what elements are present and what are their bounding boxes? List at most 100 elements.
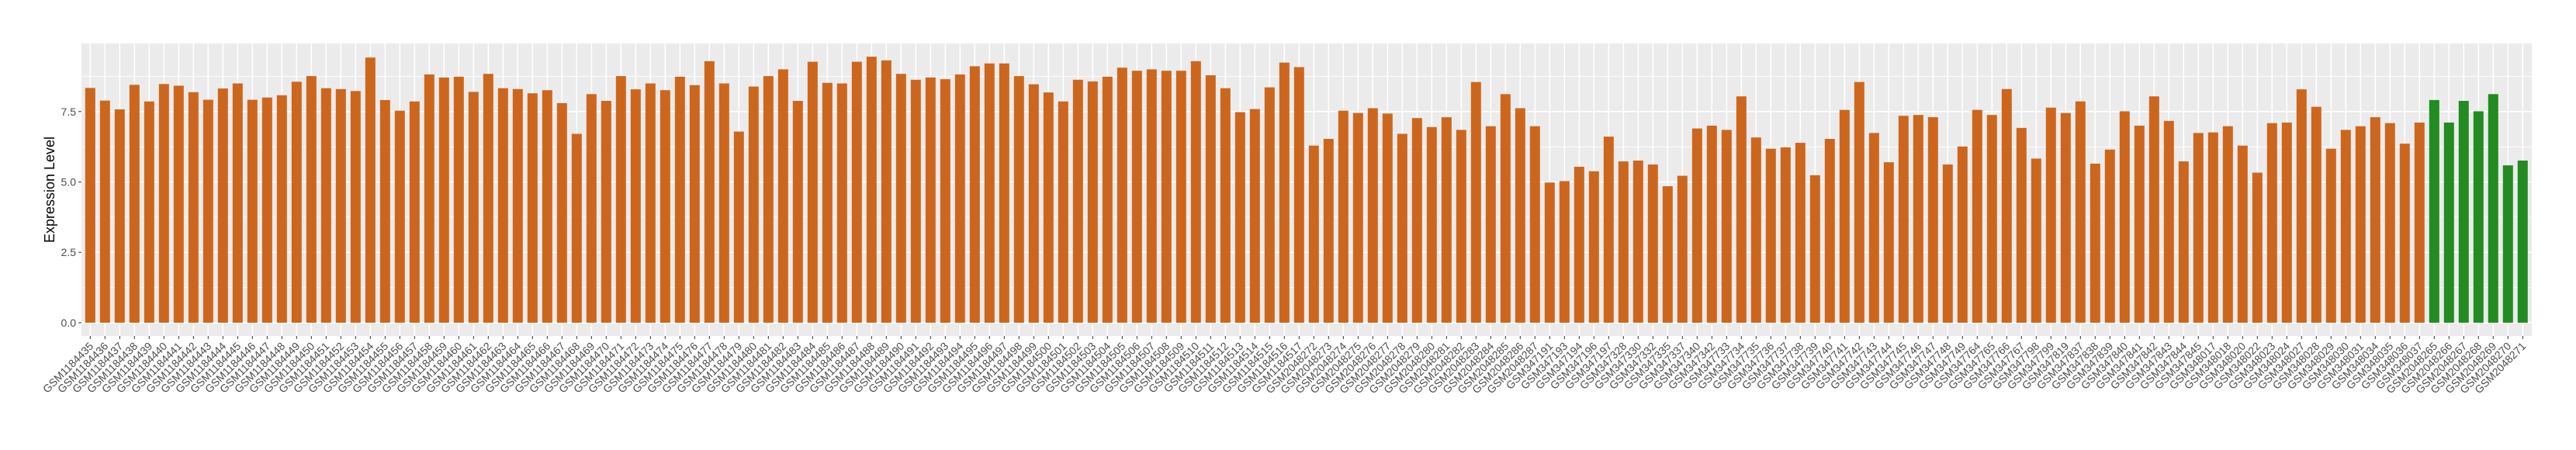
bar <box>394 110 405 323</box>
bar <box>1559 181 1570 323</box>
bar <box>1072 79 1083 323</box>
bar <box>1809 175 1820 323</box>
bar <box>836 83 847 323</box>
bar <box>1234 112 1245 323</box>
bar <box>1913 115 1923 323</box>
bar <box>910 79 921 323</box>
bar <box>2148 96 2159 323</box>
bar <box>129 85 140 323</box>
y-tick-label: 5.0 <box>61 176 77 189</box>
bar <box>1426 126 1437 323</box>
bar <box>2340 130 2351 323</box>
bar <box>2060 112 2071 323</box>
bar <box>1544 182 1555 323</box>
bar <box>424 74 435 323</box>
bar <box>1411 118 1422 323</box>
bar <box>2163 120 2174 323</box>
bar <box>2488 94 2498 323</box>
bar <box>601 101 611 323</box>
y-axis: 0.0 2.5 5.0 7.5 <box>61 106 81 329</box>
bar <box>954 74 965 323</box>
bar <box>1043 92 1054 323</box>
bar <box>497 88 508 323</box>
bar <box>2119 111 2130 323</box>
bar <box>881 60 892 323</box>
bar <box>689 85 700 323</box>
bar <box>1736 96 1747 323</box>
bar <box>2517 160 2528 323</box>
bar <box>188 92 199 323</box>
bar <box>2281 122 2292 323</box>
bar <box>925 77 936 323</box>
bar <box>556 102 567 323</box>
bar <box>2075 101 2086 323</box>
bar <box>2090 163 2100 323</box>
bar <box>1574 166 1584 323</box>
bar <box>453 76 464 323</box>
bar <box>1161 71 1172 323</box>
bar <box>1087 81 1098 323</box>
bar <box>1765 148 1776 323</box>
bar <box>379 99 390 323</box>
bar <box>247 99 258 323</box>
bar <box>1249 109 1260 323</box>
y-tick-label: 0.0 <box>61 317 77 329</box>
bar <box>2384 123 2395 323</box>
bar <box>1146 69 1157 323</box>
bar <box>350 91 361 323</box>
bar <box>718 83 729 323</box>
bar <box>1839 109 1850 323</box>
bar <box>1470 81 1481 323</box>
bar <box>2104 149 2115 323</box>
bar <box>306 76 317 323</box>
bar <box>1131 71 1142 323</box>
bar <box>940 79 950 323</box>
bar <box>2296 89 2307 323</box>
bars <box>85 57 2528 323</box>
bar <box>1706 125 1717 323</box>
bar <box>1691 128 1702 323</box>
bar <box>1529 126 1540 323</box>
bar <box>895 74 906 323</box>
bar <box>2045 107 2056 323</box>
bar <box>1308 145 1319 323</box>
bar <box>704 61 715 323</box>
bar <box>630 89 641 323</box>
bar <box>807 61 818 323</box>
bar <box>2473 111 2484 323</box>
bar <box>1721 130 1732 323</box>
x-axis: GSM1184435GSM1184436GSM1184437GSM1184438… <box>40 336 2529 396</box>
bar <box>85 88 95 323</box>
bar <box>748 86 759 323</box>
bar <box>1205 75 1216 323</box>
bar <box>733 131 744 323</box>
bar <box>2458 101 2469 323</box>
bar <box>1603 137 1614 323</box>
bar <box>483 74 493 323</box>
bar <box>2414 122 2425 323</box>
bar <box>468 92 479 323</box>
bar <box>792 101 803 323</box>
bar <box>1397 133 1407 323</box>
bar <box>1058 101 1068 323</box>
bar <box>969 66 980 323</box>
bar <box>261 97 272 323</box>
bar <box>2370 117 2380 323</box>
bar <box>2252 172 2263 323</box>
bar <box>99 100 110 323</box>
bar <box>2266 123 2277 323</box>
bar <box>2016 127 2027 323</box>
y-axis-title: Expression Level <box>42 137 57 243</box>
bar <box>1662 185 1673 323</box>
bar <box>1780 147 1791 323</box>
bar <box>2134 125 2145 323</box>
y-tick-label: 7.5 <box>61 106 77 118</box>
bar <box>1013 76 1024 323</box>
bar <box>320 88 331 323</box>
bar <box>1367 108 1378 323</box>
bar <box>438 77 449 323</box>
bar <box>1588 171 1599 323</box>
bar <box>777 69 788 323</box>
bar <box>586 94 597 323</box>
bar <box>1190 61 1201 323</box>
